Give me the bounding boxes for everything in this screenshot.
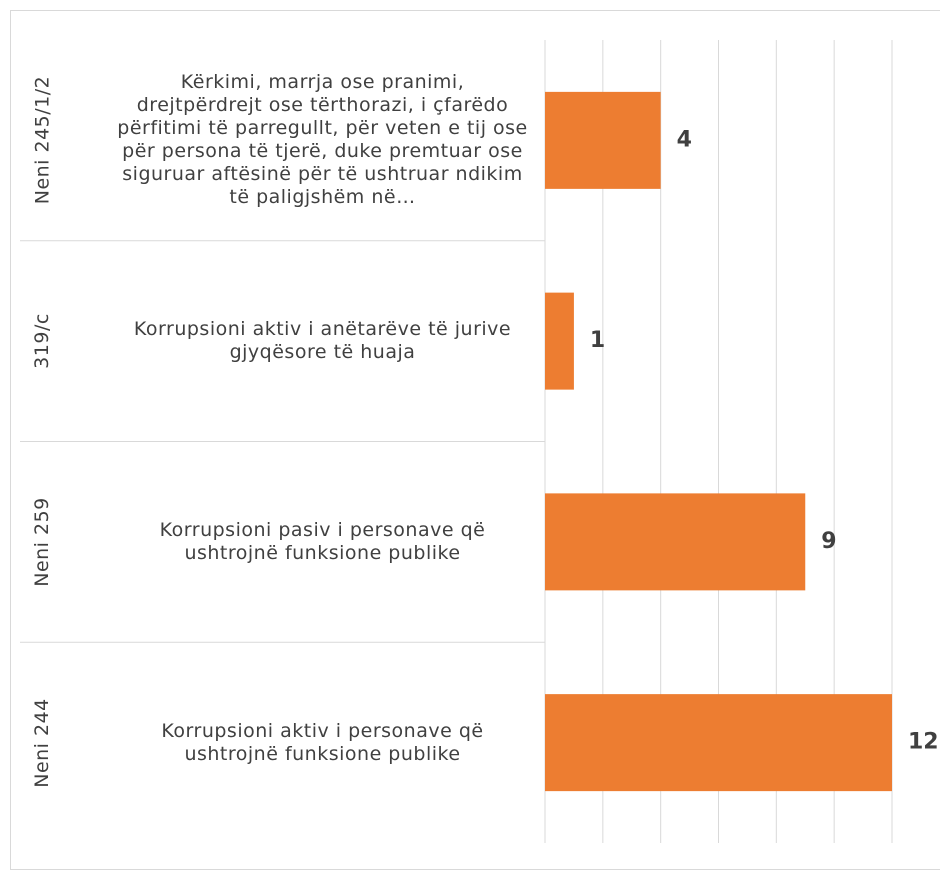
value-label: 4 [677, 127, 692, 152]
group-label-text: Neni 244 [31, 697, 53, 788]
group-label: Neni 244 [20, 642, 64, 843]
category-label-text: Kërkimi, marrja ose pranimi, drejtpërdre… [117, 71, 528, 209]
category-label: Korrupsioni pasiv i personave që ushtroj… [100, 442, 545, 643]
category-label: Korrupsioni aktiv i personave që ushtroj… [100, 642, 545, 843]
group-label-text: Neni 245/1/2 [31, 76, 54, 205]
category-label-text: Korrupsioni aktiv i personave që ushtroj… [161, 719, 484, 765]
category-label-text: Korrupsioni pasiv i personave që ushtroj… [159, 518, 486, 564]
category-label: Korrupsioni aktiv i anëtarëve të jurive … [100, 241, 545, 442]
bar [545, 91, 661, 189]
value-label: 1 [590, 328, 605, 353]
group-label-text: 319/c [31, 313, 53, 369]
group-label: Neni 245/1/2 [20, 40, 64, 241]
bar [545, 493, 806, 591]
category-label: Kërkimi, marrja ose pranimi, drejtpërdre… [100, 40, 545, 241]
group-label: 319/c [20, 241, 64, 442]
category-label-text: Korrupsioni aktiv i anëtarëve të jurive … [133, 318, 512, 364]
bar [545, 292, 574, 390]
value-label: 9 [821, 529, 836, 554]
group-label-text: Neni 259 [31, 497, 53, 587]
bar [545, 694, 892, 792]
group-label: Neni 259 [20, 442, 64, 643]
value-label: 12 [908, 730, 939, 755]
